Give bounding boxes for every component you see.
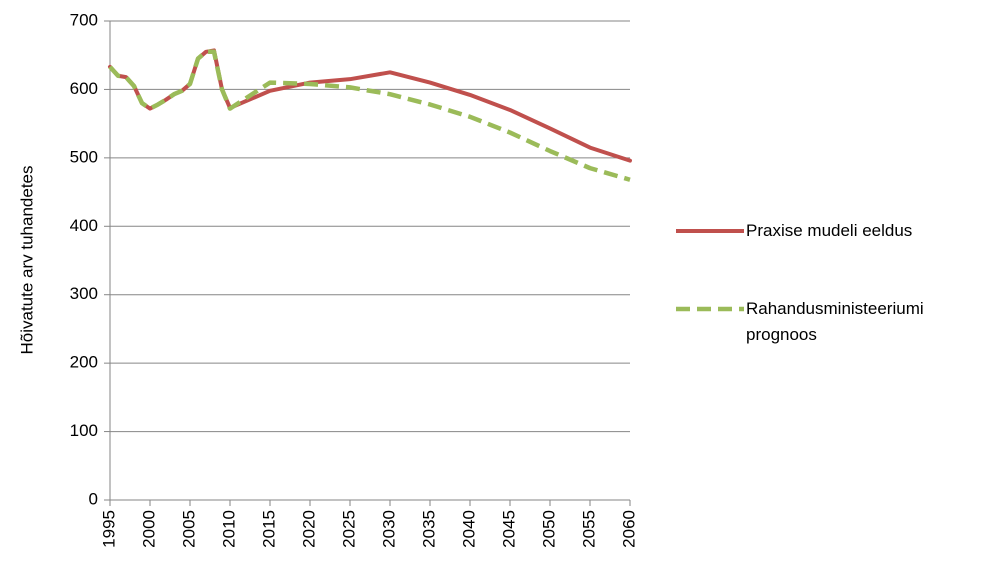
x-tick-label: 2030	[379, 510, 398, 548]
y-tick-label: 200	[70, 353, 98, 372]
x-tick-label: 2050	[539, 510, 558, 548]
y-tick-label: 400	[70, 216, 98, 235]
series-line	[108, 48, 632, 163]
x-tick-label: 2015	[259, 510, 278, 548]
series-line	[108, 49, 631, 182]
y-tick-label: 300	[70, 284, 98, 303]
legend-label: Praxise mudeli eeldus	[746, 221, 913, 240]
x-tick-label: 2045	[499, 510, 518, 548]
legend-swatch	[676, 306, 744, 312]
x-tick-label: 2020	[299, 510, 318, 548]
x-tick-label: 1995	[99, 510, 118, 548]
y-tick-label: 0	[89, 489, 98, 508]
x-tick-label: 2025	[339, 510, 358, 548]
x-tick-label: 2010	[219, 510, 238, 548]
y-tick-label: 700	[70, 10, 98, 29]
legend-swatch	[676, 229, 744, 233]
x-tick-label: 2055	[579, 510, 598, 548]
chart: Hõivatute arv tuhandetes 0 100 200 300 400 50…	[17, 10, 638, 548]
y-tick-label: 100	[70, 421, 98, 440]
legend-label: Rahandusministeeriumi prognoos	[746, 299, 924, 344]
x-tick-label: 2000	[139, 510, 158, 548]
x-tick-label: 2060	[619, 510, 638, 548]
legend-entry: Rahandusministeeriumi prognoos	[676, 296, 996, 348]
x-tick-label: 2040	[459, 510, 478, 548]
legend-entry: Praxise mudeli eeldus	[676, 218, 996, 244]
y-axis-label: Hõivatute arv tuhandetes	[17, 165, 36, 354]
x-tick-label: 2005	[179, 510, 198, 548]
y-tick-label: 600	[70, 79, 98, 98]
y-tick-label: 500	[70, 147, 98, 166]
x-tick-label: 2035	[419, 510, 438, 548]
